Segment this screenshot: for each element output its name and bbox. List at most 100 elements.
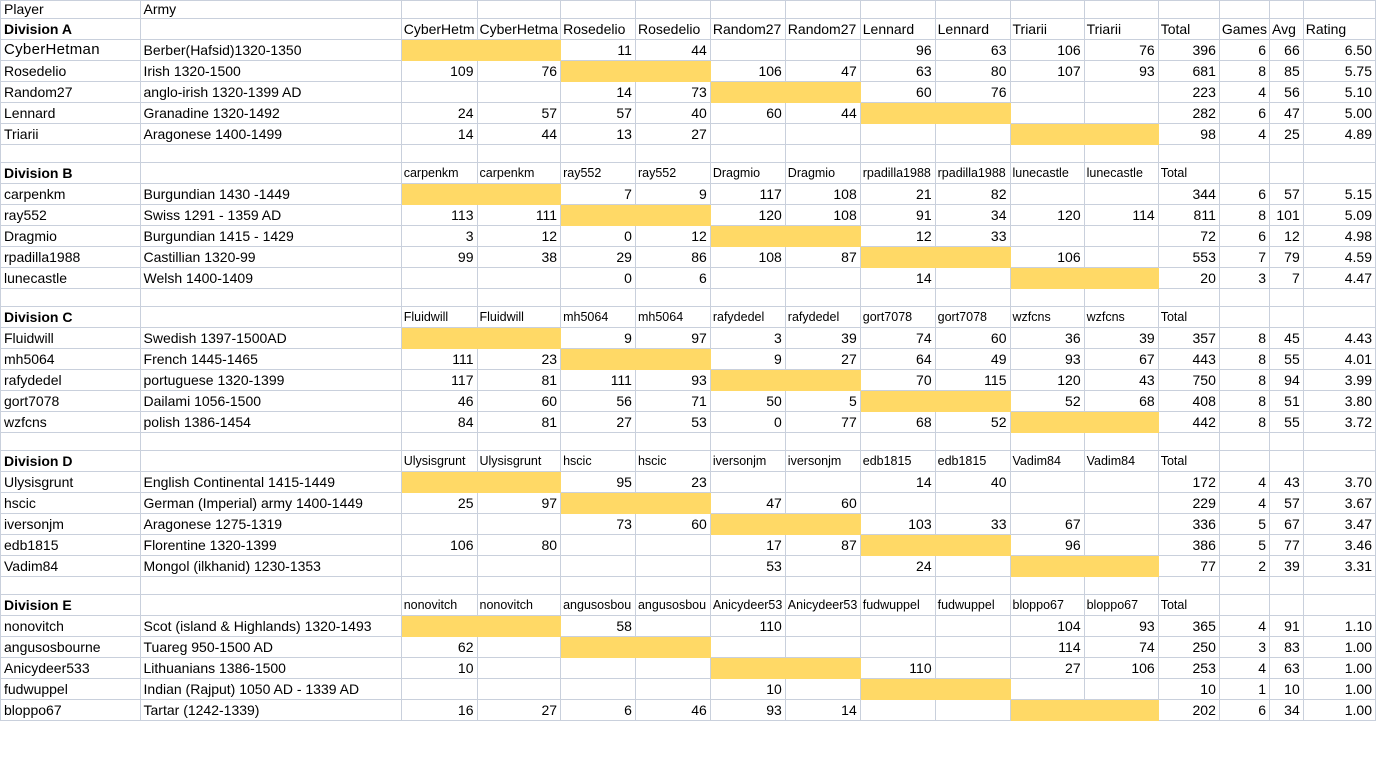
player-name[interactable]: Rosedelio xyxy=(0,60,141,82)
score-cell[interactable] xyxy=(476,267,562,289)
games-cell[interactable]: 3 xyxy=(1218,267,1271,289)
column-header[interactable]: nonovitch xyxy=(400,594,478,616)
score-cell[interactable] xyxy=(560,678,636,700)
column-header[interactable]: angusosbou xyxy=(634,594,711,616)
total-cell[interactable]: 553 xyxy=(1157,246,1220,268)
score-cell[interactable]: 12 xyxy=(859,225,936,247)
cell[interactable] xyxy=(1218,576,1271,595)
score-cell[interactable]: 56 xyxy=(560,390,636,412)
score-cell[interactable]: 68 xyxy=(859,411,936,433)
column-header[interactable]: rpadilla1988 xyxy=(859,162,936,184)
games-cell[interactable]: 6 xyxy=(1218,102,1271,124)
games-cell[interactable]: 4 xyxy=(1218,123,1271,145)
score-cell[interactable] xyxy=(784,81,861,103)
score-cell[interactable]: 80 xyxy=(476,534,562,556)
column-header[interactable]: Total xyxy=(1157,162,1220,184)
player-name[interactable]: iversonjm xyxy=(0,513,141,535)
total-cell[interactable]: 750 xyxy=(1157,369,1220,391)
score-cell[interactable] xyxy=(634,534,711,556)
cell[interactable] xyxy=(1302,0,1376,19)
cell[interactable] xyxy=(1269,144,1304,163)
cell[interactable] xyxy=(400,0,478,19)
column-header[interactable]: Ulysisgrunt xyxy=(400,450,478,472)
cell[interactable] xyxy=(1218,288,1271,307)
score-cell[interactable] xyxy=(1009,411,1085,433)
avg-cell[interactable]: 51 xyxy=(1269,390,1304,412)
score-cell[interactable]: 52 xyxy=(934,411,1011,433)
army-name[interactable]: Scot (island & Highlands) 1320-1493 xyxy=(139,615,402,637)
rating-cell[interactable]: 5.10 xyxy=(1302,81,1376,103)
score-cell[interactable] xyxy=(560,636,636,658)
column-header[interactable]: Total xyxy=(1157,18,1220,40)
column-header[interactable] xyxy=(1302,162,1376,184)
score-cell[interactable]: 16 xyxy=(400,699,478,721)
score-cell[interactable] xyxy=(476,81,562,103)
score-cell[interactable]: 62 xyxy=(400,636,478,658)
column-header[interactable]: Fluidwill xyxy=(400,306,478,328)
cell[interactable] xyxy=(1009,288,1085,307)
score-cell[interactable]: 29 xyxy=(560,246,636,268)
army-name[interactable]: Aragonese 1275-1319 xyxy=(139,513,402,535)
cell[interactable] xyxy=(1083,432,1159,451)
score-cell[interactable] xyxy=(1009,81,1085,103)
score-cell[interactable]: 108 xyxy=(784,204,861,226)
score-cell[interactable] xyxy=(859,678,936,700)
column-header[interactable]: bloppo67 xyxy=(1009,594,1085,616)
cell[interactable] xyxy=(709,0,786,19)
cell[interactable] xyxy=(1269,576,1304,595)
header-player[interactable]: Player xyxy=(0,0,141,19)
score-cell[interactable]: 60 xyxy=(476,390,562,412)
score-cell[interactable]: 111 xyxy=(476,204,562,226)
score-cell[interactable] xyxy=(709,267,786,289)
score-cell[interactable]: 24 xyxy=(400,102,478,124)
score-cell[interactable]: 47 xyxy=(709,492,786,514)
score-cell[interactable]: 95 xyxy=(560,471,636,493)
cell[interactable] xyxy=(634,288,711,307)
score-cell[interactable]: 50 xyxy=(709,390,786,412)
rating-cell[interactable]: 3.80 xyxy=(1302,390,1376,412)
column-header[interactable]: Rating xyxy=(1302,18,1376,40)
score-cell[interactable]: 14 xyxy=(400,123,478,145)
avg-cell[interactable]: 39 xyxy=(1269,555,1304,577)
score-cell[interactable] xyxy=(709,225,786,247)
column-header[interactable]: fudwuppel xyxy=(934,594,1011,616)
column-header[interactable]: Total xyxy=(1157,450,1220,472)
score-cell[interactable]: 12 xyxy=(634,225,711,247)
rating-cell[interactable]: 3.47 xyxy=(1302,513,1376,535)
games-cell[interactable]: 6 xyxy=(1218,699,1271,721)
cell[interactable] xyxy=(1083,576,1159,595)
division-title[interactable]: Division D xyxy=(0,450,141,472)
score-cell[interactable]: 81 xyxy=(476,411,562,433)
rating-cell[interactable]: 3.67 xyxy=(1302,492,1376,514)
score-cell[interactable] xyxy=(934,699,1011,721)
column-header[interactable]: gort7078 xyxy=(859,306,936,328)
column-header[interactable]: Dragmio xyxy=(709,162,786,184)
score-cell[interactable]: 73 xyxy=(560,513,636,535)
score-cell[interactable]: 73 xyxy=(634,81,711,103)
total-cell[interactable]: 443 xyxy=(1157,348,1220,370)
score-cell[interactable]: 46 xyxy=(634,699,711,721)
rating-cell[interactable]: 4.98 xyxy=(1302,225,1376,247)
score-cell[interactable]: 117 xyxy=(709,183,786,205)
score-cell[interactable] xyxy=(784,471,861,493)
score-cell[interactable]: 81 xyxy=(476,369,562,391)
cell[interactable] xyxy=(0,432,141,451)
rating-cell[interactable]: 6.50 xyxy=(1302,39,1376,61)
score-cell[interactable] xyxy=(934,615,1011,637)
total-cell[interactable]: 336 xyxy=(1157,513,1220,535)
rating-cell[interactable]: 3.72 xyxy=(1302,411,1376,433)
player-name[interactable]: angusosbourne xyxy=(0,636,141,658)
score-cell[interactable] xyxy=(1083,699,1159,721)
column-header[interactable]: Avg xyxy=(1269,18,1304,40)
score-cell[interactable]: 120 xyxy=(709,204,786,226)
total-cell[interactable]: 98 xyxy=(1157,123,1220,145)
score-cell[interactable] xyxy=(1083,123,1159,145)
score-cell[interactable] xyxy=(476,678,562,700)
score-cell[interactable]: 10 xyxy=(709,678,786,700)
avg-cell[interactable]: 34 xyxy=(1269,699,1304,721)
rating-cell[interactable]: 1.00 xyxy=(1302,657,1376,679)
column-header[interactable]: Games xyxy=(1218,18,1271,40)
score-cell[interactable] xyxy=(560,555,636,577)
score-cell[interactable]: 14 xyxy=(784,699,861,721)
army-name[interactable]: anglo-irish 1320-1399 AD xyxy=(139,81,402,103)
